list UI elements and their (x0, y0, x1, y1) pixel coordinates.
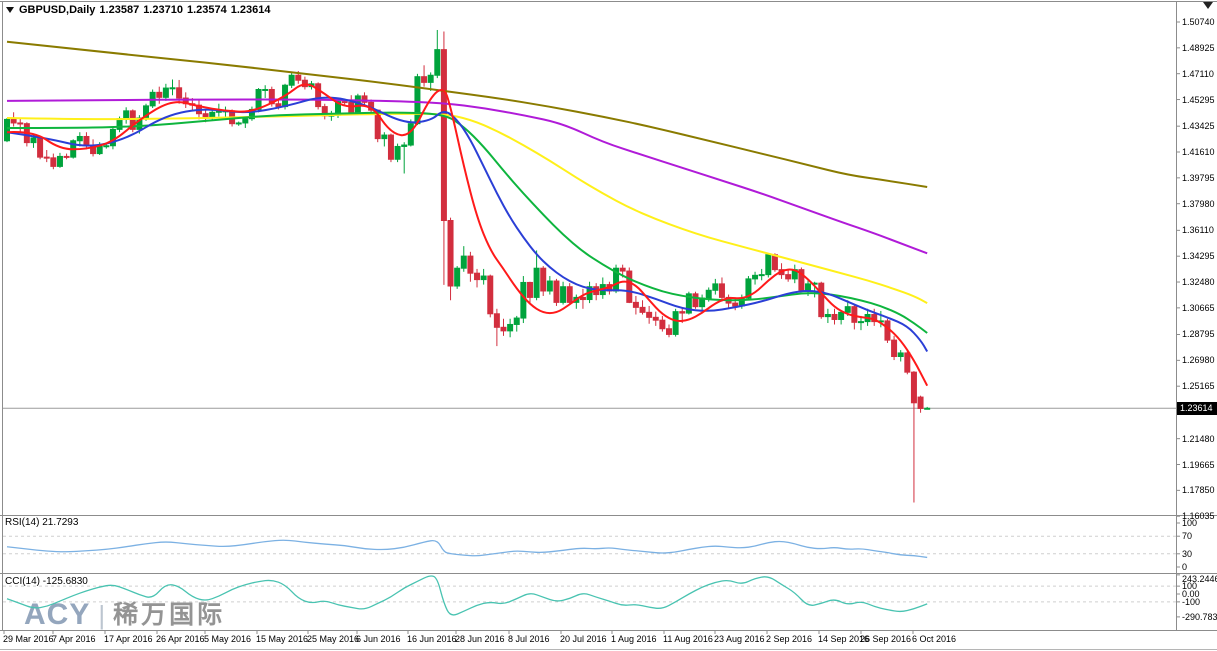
time-axis-label: 6 Jun 2016 (356, 634, 401, 644)
price-tick-label: 1.21480 (1182, 433, 1215, 444)
price-tick-label: 1.26980 (1182, 355, 1215, 366)
price-tick-label: 1.39795 (1182, 172, 1215, 183)
time-axis-label: 6 Oct 2016 (912, 634, 957, 644)
price-tick-label: 1.50740 (1182, 17, 1215, 27)
time-axis-label: 15 May 2016 (256, 634, 309, 644)
current-price-badge: 1.23614 (1177, 401, 1217, 415)
chart-shift-marker-icon[interactable] (1203, 2, 1213, 9)
acy-logo-text: ACY (24, 598, 91, 631)
rsi-line (6, 539, 928, 559)
price-tick-label: 1.25165 (1182, 381, 1215, 392)
time-axis-label: 1 Aug 2016 (611, 634, 657, 644)
symbol-period-label: GBPUSD,Daily (19, 4, 96, 16)
cci-tick-label: 243.2446 (1182, 574, 1217, 584)
ma-slowest-olive (6, 40, 928, 189)
time-axis-label: 7 Apr 2016 (52, 634, 96, 644)
broker-watermark: ACY | 稀万国际 (24, 598, 226, 631)
ma-fast-blue (6, 96, 929, 353)
time-axis-label: 5 May 2016 (204, 634, 252, 644)
price-tick-label: 1.32480 (1182, 277, 1215, 288)
price-tick-label: 1.37980 (1182, 198, 1215, 209)
chart-header: GBPUSD,Daily 1.23587 1.23710 1.23574 1.23614 (6, 4, 270, 16)
watermark-separator: | (98, 600, 106, 630)
ohlc-low: 1.23574 (186, 4, 227, 16)
time-axis-label: 25 May 2016 (307, 634, 360, 644)
ma-fastest-red (6, 83, 929, 387)
price-tick-label: 1.48925 (1182, 42, 1215, 53)
price-tick-label: 1.45295 (1182, 94, 1215, 105)
price-tick-label: 1.43425 (1182, 121, 1215, 132)
rsi-indicator-label: RSI(14) 21.7293 (5, 517, 79, 528)
price-tick-label: 1.19665 (1182, 459, 1215, 470)
cci-line (6, 575, 928, 616)
cci-tick-label: -100 (1182, 596, 1201, 607)
price-tick-label: 1.47110 (1182, 68, 1214, 79)
time-axis-label: 23 Aug 2016 (714, 634, 765, 644)
ma-green (6, 111, 928, 334)
time-axis-label: 2 Sep 2016 (766, 634, 813, 644)
price-tick-label: 1.36110 (1182, 225, 1214, 236)
rsi-tick-label: 30 (1182, 548, 1193, 559)
time-axis-label: 26 Apr 2016 (156, 634, 205, 644)
time-axis-label: 20 Jul 2016 (560, 634, 607, 644)
price-tick-label: 1.17850 (1182, 485, 1215, 496)
price-tick-label: 1.28795 (1182, 329, 1215, 340)
time-axis-label: 29 Mar 2016 (3, 634, 54, 644)
time-axis-label: 14 Sep 2016 (818, 634, 870, 644)
price-tick-label: 1.16035 (1182, 511, 1215, 522)
price-tick-label: 1.34295 (1182, 251, 1215, 262)
ma-medium-yellow (6, 112, 928, 304)
time-axis-label: 11 Aug 2016 (663, 634, 713, 644)
rsi-tick-label: 0 (1182, 562, 1188, 572)
ohlc-high: 1.23710 (143, 4, 183, 16)
axis-tick-marks (3, 21, 1180, 634)
price-tick-label: 1.30665 (1182, 302, 1215, 313)
indicator-level-lines (3, 535, 1176, 603)
symbol-dropdown-icon[interactable] (6, 7, 14, 13)
cci-indicator-label: CCI(14) -125.6830 (5, 576, 88, 587)
time-axis-label: 26 Sep 2016 (860, 634, 912, 644)
watermark-chinese-text: 稀万国际 (113, 601, 226, 629)
ohlc-close: 1.23614 (230, 4, 271, 16)
time-axis-label: 28 Jun 2016 (455, 634, 505, 644)
rsi-tick-label: 70 (1182, 531, 1193, 542)
price-tick-label: 1.41610 (1182, 147, 1215, 157)
cci-tick-label: 0.00 (1182, 589, 1200, 599)
rsi-tick-label: 100 (1182, 518, 1198, 528)
ohlc-open: 1.23587 (99, 4, 140, 16)
cci-tick-label: -290.7834 (1182, 611, 1217, 622)
cci-tick-label: 100 (1182, 581, 1198, 592)
time-axis-label: 16 Jun 2016 (407, 634, 457, 644)
time-axis-label: 17 Apr 2016 (104, 634, 153, 644)
time-axis-label: 8 Jul 2016 (508, 634, 550, 644)
